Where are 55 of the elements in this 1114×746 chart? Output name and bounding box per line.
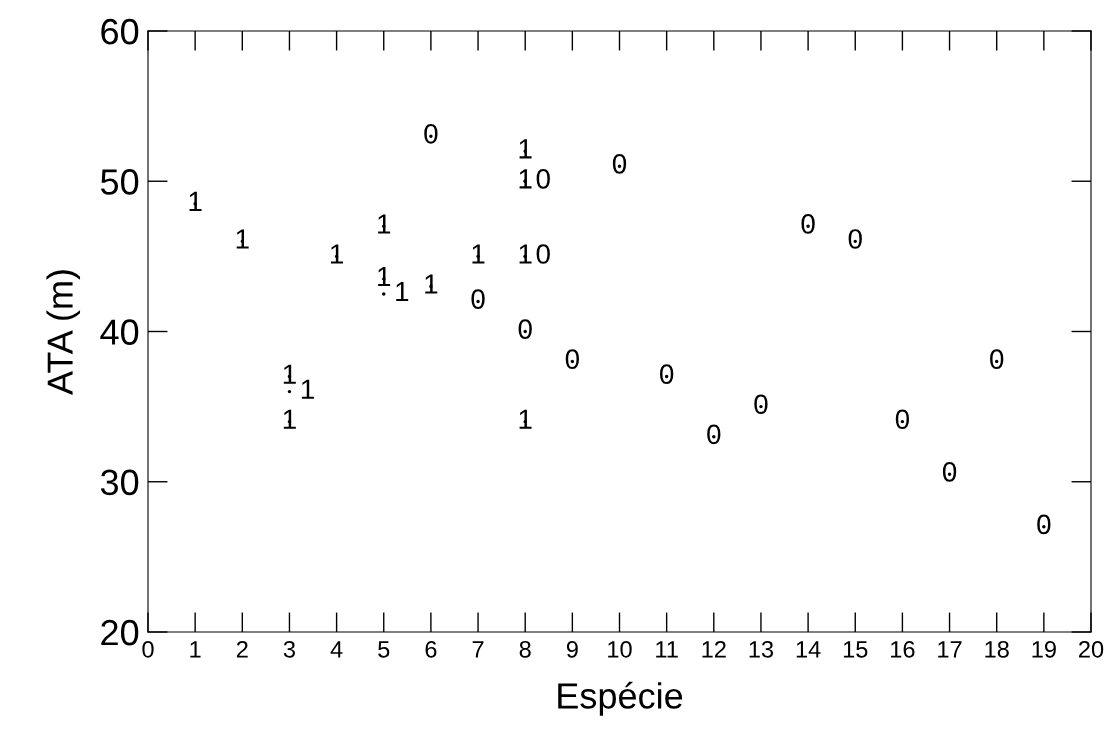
x-tick-label: 15	[843, 641, 868, 658]
x-tick-label: 13	[749, 640, 774, 658]
series-label: 0	[471, 289, 485, 309]
y-tick-label: 40	[100, 319, 139, 345]
y-axis-title: ATA (m)	[46, 270, 81, 395]
x-tick-label: 2	[236, 640, 248, 658]
text: 1	[519, 139, 532, 159]
x-tick-label: 9	[566, 640, 578, 658]
text: 1	[301, 379, 314, 399]
x-tick-label: 16	[891, 640, 915, 658]
x-tick-label: 3	[283, 640, 295, 658]
x-tick-label: 10	[608, 640, 632, 658]
text: 0	[424, 123, 438, 144]
x-tick-label: 1	[190, 641, 201, 658]
x-tick-label: 4	[330, 641, 343, 658]
text: 0	[754, 394, 768, 415]
text: 1	[425, 274, 438, 294]
text: 0	[536, 244, 550, 264]
x-tick-label: 14	[796, 641, 821, 658]
y-tick-label: 30	[100, 469, 139, 496]
text: 1	[472, 244, 485, 264]
text: 0	[1037, 514, 1051, 535]
y-tick-label: 60	[101, 18, 139, 45]
point	[287, 389, 292, 394]
x-tick-label: 11	[656, 641, 678, 658]
text: 1	[189, 191, 202, 211]
x-tick-label: 20	[1079, 640, 1104, 658]
text: 0	[848, 229, 862, 249]
x-tick-label: 8	[519, 640, 531, 658]
text: 1	[396, 282, 409, 302]
text: 0	[990, 349, 1004, 370]
y-tick-label: 50	[100, 169, 139, 195]
x-tick-label: 17	[938, 641, 962, 658]
x-tick-label: 5	[378, 641, 390, 658]
text: 0	[536, 169, 550, 189]
x-tick-label: 7	[472, 641, 484, 658]
text: 0	[707, 424, 721, 445]
text: 0	[942, 462, 957, 482]
x-tick-label: 18	[985, 640, 1009, 658]
text: 0	[518, 319, 532, 339]
text: 1	[330, 244, 343, 264]
x-tick-label: 19	[1032, 640, 1056, 658]
x-tick-label: 0	[142, 640, 154, 658]
text: 1	[519, 409, 532, 429]
text: 1	[236, 229, 249, 249]
point	[382, 292, 386, 296]
text: 0	[565, 349, 579, 370]
text: 1	[283, 409, 296, 429]
x-tick-label: 12	[702, 640, 726, 658]
text: 0	[895, 409, 910, 430]
text: 0	[801, 214, 815, 234]
x-axis-title: Espécie	[558, 681, 683, 716]
x-tick-label: 6	[425, 640, 437, 658]
text: 0	[612, 154, 627, 174]
text: 0	[660, 364, 674, 385]
